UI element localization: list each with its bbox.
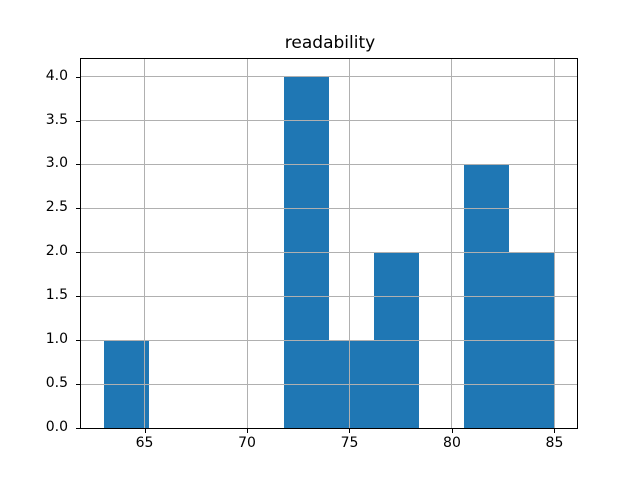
y-tick-mark: [76, 384, 80, 386]
y-tick-mark: [76, 208, 80, 210]
y-tick-label: 0.5: [45, 375, 68, 392]
gridline-horizontal: [81, 427, 577, 428]
y-tick-label: 2.5: [45, 199, 68, 216]
gridline-horizontal: [81, 163, 577, 165]
gridline-horizontal: [81, 383, 577, 385]
x-tick-mark: [144, 429, 146, 433]
gridline-horizontal: [81, 251, 577, 253]
y-tick-mark: [76, 120, 80, 122]
y-tick-label: 0.0: [45, 419, 68, 435]
y-tick-label: 1.0: [45, 331, 68, 348]
y-tick-label: 3.0: [45, 155, 68, 172]
gridline-vertical: [553, 59, 555, 428]
y-tick-mark: [76, 428, 80, 429]
x-tick-mark: [554, 429, 556, 433]
gridline-horizontal: [81, 120, 577, 121]
y-tick-mark: [76, 340, 80, 342]
x-tick-label: 75: [340, 435, 359, 451]
x-tick-mark: [349, 429, 351, 433]
chart-title: readability: [284, 33, 376, 53]
x-tick-label: 80: [443, 435, 461, 451]
x-tick-label: 70: [238, 435, 256, 451]
y-tick-label: 2.0: [45, 243, 68, 260]
plot-area: [80, 58, 578, 429]
y-tick-label: 1.5: [45, 287, 68, 304]
gridline-horizontal: [81, 295, 577, 297]
y-tick-mark: [76, 164, 80, 166]
grid-layer: [81, 59, 577, 428]
gridline-horizontal: [81, 207, 577, 209]
gridline-horizontal: [81, 339, 577, 341]
gridline-vertical: [451, 59, 453, 428]
y-tick-label: 4.0: [45, 67, 68, 84]
y-tick-mark: [76, 296, 80, 298]
x-tick-label: 85: [545, 435, 564, 451]
y-tick-mark: [76, 252, 80, 254]
gridline-horizontal: [81, 76, 577, 78]
x-tick-mark: [247, 429, 249, 433]
gridline-vertical: [144, 59, 146, 428]
x-tick-mark: [451, 429, 453, 433]
gridline-vertical: [348, 59, 350, 428]
x-tick-label: 65: [135, 435, 154, 451]
gridline-vertical: [246, 59, 248, 428]
y-tick-label: 3.5: [45, 111, 68, 128]
y-tick-mark: [76, 76, 80, 78]
